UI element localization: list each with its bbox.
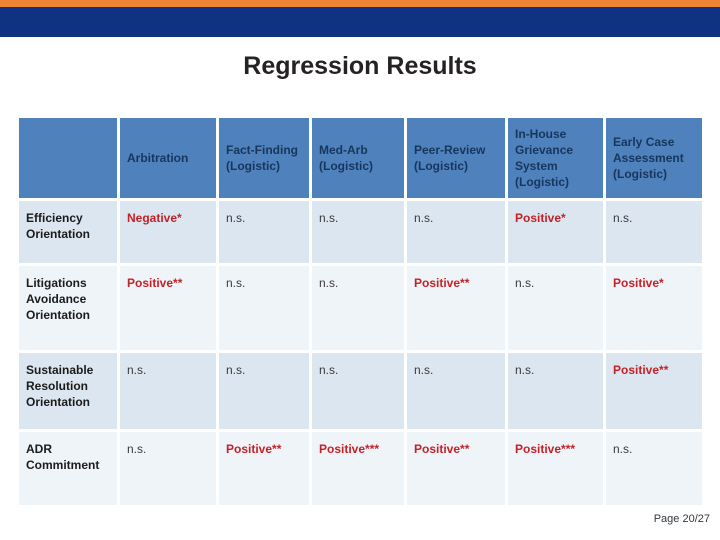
result-cell: Positive** (407, 432, 505, 505)
header-navy-bar (0, 7, 720, 37)
page-title: Regression Results (243, 52, 477, 80)
column-header-in-house-grievance: In-House Grievance System (Logistic) (508, 118, 603, 198)
table-row-sustainable-resolution: Sustainable Resolution Orientation n.s. … (19, 353, 702, 429)
result-cell: n.s. (312, 353, 404, 429)
table-row-adr-commitment: ADR Commitment n.s. Positive** Positive*… (19, 432, 702, 505)
result-cell: Positive*** (508, 432, 603, 505)
result-cell: Positive** (120, 266, 216, 350)
result-cell: n.s. (219, 353, 309, 429)
result-cell: n.s. (606, 201, 702, 263)
regression-results-table: Arbitration Fact-Finding (Logistic) Med-… (16, 115, 705, 508)
result-cell: n.s. (120, 432, 216, 505)
result-cell: Positive** (606, 353, 702, 429)
result-cell: Positive** (407, 266, 505, 350)
result-cell: n.s. (606, 432, 702, 505)
row-label-efficiency-orientation: Efficiency Orientation (19, 201, 117, 263)
table-row-litigations-avoidance: Litigations Avoidance Orientation Positi… (19, 266, 702, 350)
row-label-adr-commitment: ADR Commitment (19, 432, 117, 505)
row-label-litigations-avoidance: Litigations Avoidance Orientation (19, 266, 117, 350)
column-header-arbitration: Arbitration (120, 118, 216, 198)
row-label-sustainable-resolution: Sustainable Resolution Orientation (19, 353, 117, 429)
result-cell: n.s. (219, 201, 309, 263)
result-cell: Positive** (219, 432, 309, 505)
result-cell: n.s. (508, 353, 603, 429)
column-header-peer-review: Peer-Review (Logistic) (407, 118, 505, 198)
column-header-fact-finding: Fact-Finding (Logistic) (219, 118, 309, 198)
table-row-efficiency-orientation: Efficiency Orientation Negative* n.s. n.… (19, 201, 702, 263)
result-cell: n.s. (508, 266, 603, 350)
result-cell: Positive* (606, 266, 702, 350)
table-header-row: Arbitration Fact-Finding (Logistic) Med-… (19, 118, 702, 198)
page-number: Page 20/27 (653, 513, 710, 525)
result-cell: Negative* (120, 201, 216, 263)
result-cell: n.s. (219, 266, 309, 350)
result-cell: n.s. (407, 353, 505, 429)
result-cell: n.s. (312, 266, 404, 350)
top-accent-bar (0, 0, 720, 7)
result-cell: n.s. (407, 201, 505, 263)
result-cell: n.s. (312, 201, 404, 263)
result-cell: n.s. (120, 353, 216, 429)
column-header-med-arb: Med-Arb (Logistic) (312, 118, 404, 198)
column-header-blank (19, 118, 117, 198)
result-cell: Positive*** (312, 432, 404, 505)
result-cell: Positive* (508, 201, 603, 263)
column-header-early-case-assessment: Early Case Assessment (Logistic) (606, 118, 702, 198)
